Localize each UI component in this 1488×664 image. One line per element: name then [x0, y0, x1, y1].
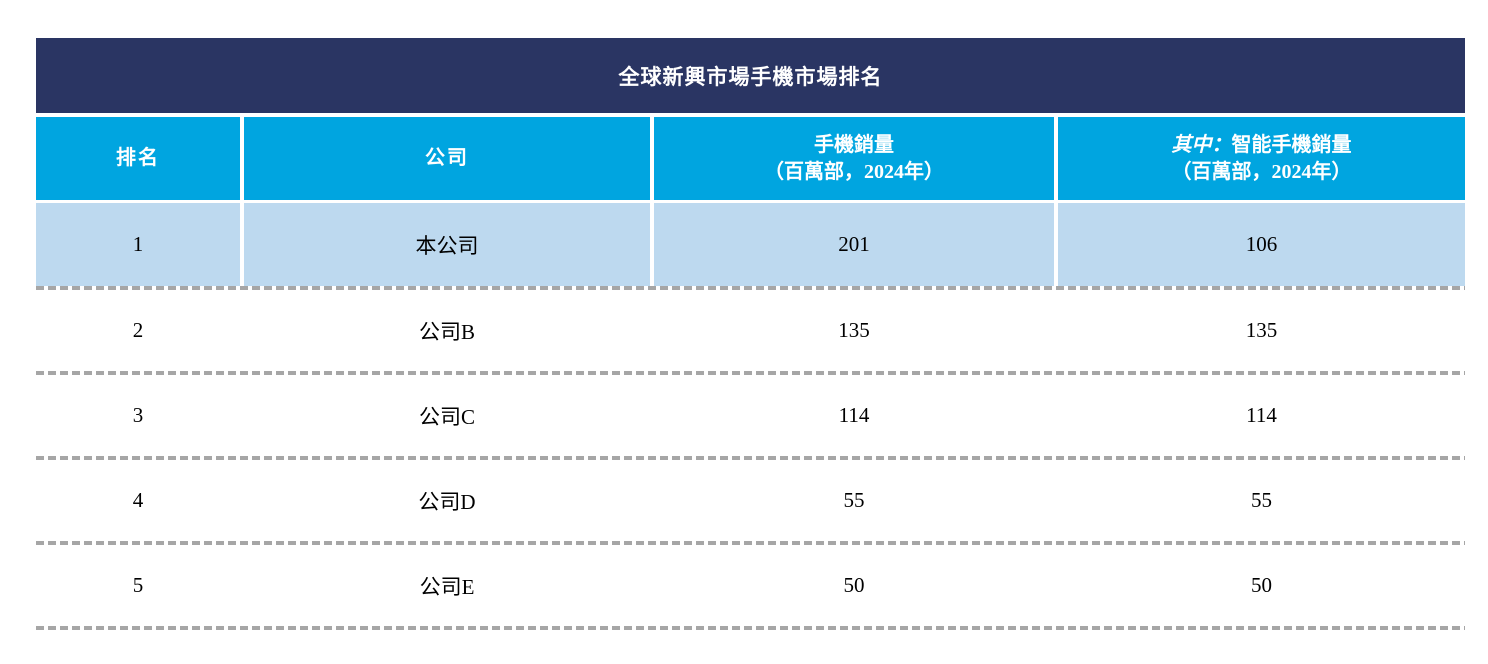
row-separator — [36, 371, 1465, 375]
cell-company: 公司E — [244, 545, 650, 626]
cell-rank: 3 — [36, 375, 240, 456]
cell-smartphone-sales: 114 — [1058, 375, 1465, 456]
cell-smartphone-sales: 50 — [1058, 545, 1465, 626]
cell-rank: 2 — [36, 290, 240, 371]
column-header-rank: 排名 — [36, 117, 240, 200]
cell-company: 本公司 — [244, 203, 650, 286]
row-separator — [36, 626, 1465, 630]
cell-smartphone-sales: 55 — [1058, 460, 1465, 541]
table-row: 4 公司D 55 55 — [36, 460, 1465, 541]
header-italic-prefix: 其中： — [1171, 133, 1232, 156]
column-header-phone-sales: 手機銷量 （百萬部，2024年） — [654, 117, 1054, 200]
table-row: 1 本公司 201 106 — [36, 203, 1465, 286]
row-separator — [36, 456, 1465, 460]
cell-rank: 1 — [36, 203, 240, 286]
row-separator — [36, 286, 1465, 290]
cell-smartphone-sales: 135 — [1058, 290, 1465, 371]
table-row: 3 公司C 114 114 — [36, 375, 1465, 456]
cell-company: 公司B — [244, 290, 650, 371]
column-header-smartphone-sales: 其中：智能手機銷量 （百萬部，2024年） — [1058, 117, 1465, 200]
cell-rank: 5 — [36, 545, 240, 626]
cell-phone-sales: 55 — [654, 460, 1054, 541]
table-row: 2 公司B 135 135 — [36, 290, 1465, 371]
cell-phone-sales: 114 — [654, 375, 1054, 456]
column-header-company: 公司 — [244, 117, 650, 200]
row-separator — [36, 541, 1465, 545]
cell-rank: 4 — [36, 460, 240, 541]
cell-phone-sales: 135 — [654, 290, 1054, 371]
cell-phone-sales: 201 — [654, 203, 1054, 286]
table-row: 5 公司E 50 50 — [36, 545, 1465, 626]
table-title: 全球新興市場手機市場排名 — [618, 65, 883, 89]
ranking-table: 全球新興市場手機市場排名 排名 公司 手機銷量 （百萬部，2024年） 其中：智… — [36, 38, 1465, 630]
table-title-bar: 全球新興市場手機市場排名 — [36, 38, 1465, 113]
cell-phone-sales: 50 — [654, 545, 1054, 626]
cell-company: 公司C — [244, 375, 650, 456]
table-header-row: 排名 公司 手機銷量 （百萬部，2024年） 其中：智能手機銷量 （百萬部，20… — [36, 117, 1465, 200]
cell-company: 公司D — [244, 460, 650, 541]
cell-smartphone-sales: 106 — [1058, 203, 1465, 286]
